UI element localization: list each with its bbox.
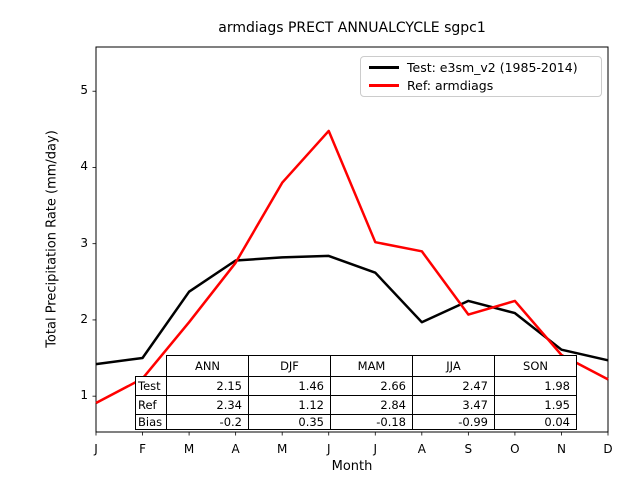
table-value-cell: 2.34 [166,395,249,415]
table-row-label: Bias [135,414,167,430]
legend-label-test: Test: e3sm_v2 (1985-2014) [407,59,578,75]
y-tick-label: 5 [80,83,88,98]
test-line-swatch [369,65,399,69]
ref-series-line [95,129,609,405]
table-value-cell: 3.47 [412,395,495,415]
chart-title: armdiags PRECT ANNUALCYCLE sgpc1 [218,20,486,36]
x-tick-label: A [231,442,240,456]
legend-label-ref: Ref: armdiags [407,78,494,94]
y-tick-label: 3 [80,235,88,250]
test-series-line [95,254,609,366]
x-axis-label: Month [331,459,373,474]
x-tick-label: J [326,442,331,456]
table-value-cell: 1.12 [248,395,331,415]
table-value-cell: 2.47 [412,376,495,396]
table-value-cell: -0.99 [412,414,495,430]
table-header-cell: SON [494,355,577,377]
x-tick-label: O [510,442,520,456]
x-tick-label: F [139,442,146,456]
table-header-cell: ANN [166,355,249,377]
table-header-row: ANN DJF MAM JJA SON [166,355,577,377]
axes-frame [95,46,609,433]
y-tick-label: 4 [80,159,88,174]
stats-table-body: Test 2.15 1.46 2.66 2.47 1.98 Ref 2.34 1.12 2.84 3… [135,376,577,430]
table-row-label: Test [135,376,167,396]
table-row: Test 2.15 1.46 2.66 2.47 1.98 [135,376,577,396]
legend-item-ref: Ref: armdiags [361,77,601,95]
table-row: Bias -0.2 0.35 -0.18 -0.99 0.04 [135,414,577,430]
table-value-cell: -0.2 [166,414,249,430]
y-tick-label: 2 [80,311,88,326]
x-tick-label: M [276,442,288,456]
x-tick-label: M [183,442,195,456]
table-value-cell: -0.18 [330,414,413,430]
table-value-cell: 1.95 [494,395,577,415]
table-value-cell: 2.66 [330,376,413,396]
x-tick-label: S [464,442,473,456]
table-value-cell: 0.35 [248,414,331,430]
table-header-cell: JJA [412,355,495,377]
x-tick-label: D [603,442,613,456]
legend-item-test: Test: e3sm_v2 (1985-2014) [361,58,601,76]
table-value-cell: 1.98 [494,376,577,396]
x-tick-label: A [417,442,426,456]
legend: Test: e3sm_v2 (1985-2014) Ref: armdiags [360,56,602,97]
table-row: Ref 2.34 1.12 2.84 3.47 1.95 [135,395,577,415]
table-value-cell: 2.84 [330,395,413,415]
y-tick-label: 1 [80,388,88,403]
x-tick-label: J [94,442,98,456]
table-header-cell: DJF [248,355,331,377]
x-tick-label: N [556,442,566,456]
table-value-cell: 2.15 [166,376,249,396]
table-header-cell: MAM [330,355,413,377]
x-tick-label: J [373,442,378,456]
table-row-label: Ref [135,395,167,415]
stats-table-header: ANN DJF MAM JJA SON [166,355,577,377]
ref-line-swatch [369,84,399,88]
table-value-cell: 1.46 [248,376,331,396]
table-value-cell: 0.04 [494,414,577,430]
